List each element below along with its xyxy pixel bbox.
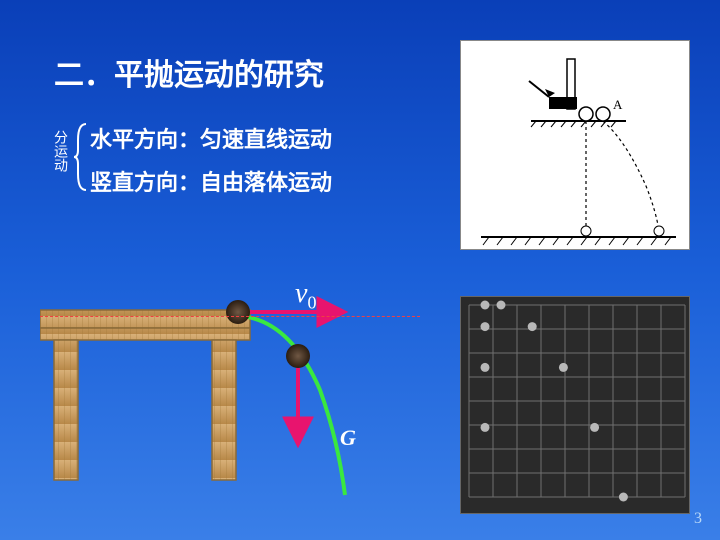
apparatus-figure: A [460,40,690,250]
bracket-label: 分运动 [52,130,66,172]
strobe-photo-figure [460,296,690,514]
slide-title: 二．平抛运动的研究 [54,50,324,94]
horizontal-motion-text: 水平方向：匀速直线运动 [90,122,332,154]
projectile-diagram: v0 G [40,280,420,500]
table-svg [40,280,420,500]
slide: 二．平抛运动的研究 分运动 水平方向：匀速直线运动 竖直方向：自由落体运动 [0,0,720,540]
velocity-label: v0 [295,278,316,314]
page-number: 3 [694,510,702,528]
vertical-motion-text: 竖直方向：自由落体运动 [90,165,332,197]
horizontal-dash-line [40,316,420,317]
bracket-icon [72,122,90,192]
gravity-label: G [340,425,356,451]
svg-text:A: A [613,97,623,112]
